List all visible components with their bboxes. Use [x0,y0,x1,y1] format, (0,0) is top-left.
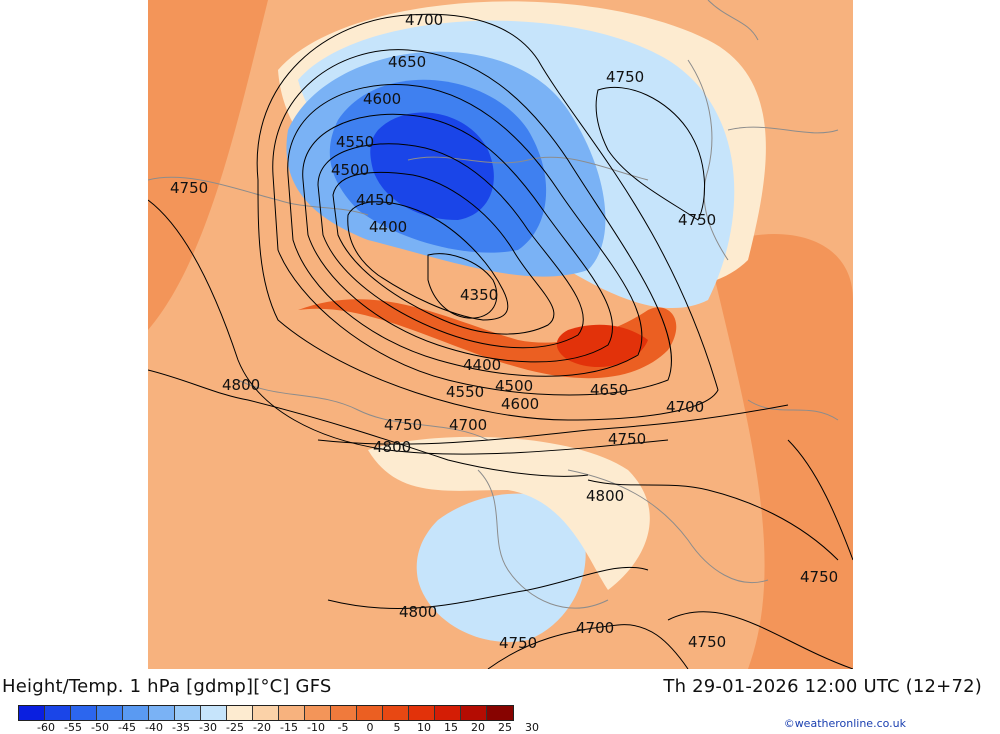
weather-map: 4700 4650 4600 4550 4500 4450 4400 4350 … [148,0,853,669]
legend-swatch [123,706,149,720]
contour-label: 4750 [499,634,537,652]
contour-label: 4700 [449,416,487,434]
contour-labels: 4700 4650 4600 4550 4500 4450 4400 4350 … [170,11,838,652]
contour-label: 4700 [405,11,443,29]
coastlines [148,0,839,609]
contour-label: 4600 [501,395,539,413]
legend-swatch [279,706,305,720]
contour-label: 4750 [800,568,838,586]
contour-label: 4650 [388,53,426,71]
legend-swatch [487,706,513,720]
legend-tick-label: -25 [226,721,244,734]
legend-tick-label: -40 [145,721,163,734]
temp-zone-west [148,0,268,330]
contour-label: 4350 [460,286,498,304]
legend-tick-label: -45 [118,721,136,734]
contour-label: 4450 [356,191,394,209]
height-contours [148,13,853,669]
contour-label: 4400 [369,218,407,236]
contour-label: 4750 [384,416,422,434]
legend-swatch [253,706,279,720]
legend-tick-label: -20 [253,721,271,734]
legend-swatch [461,706,487,720]
contour-label: 4500 [495,377,533,395]
contour-label: 4800 [373,438,411,456]
color-legend [18,705,514,721]
contour-label: 4750 [606,68,644,86]
temp-zone-southcream [368,436,650,590]
legend-swatch [435,706,461,720]
contour-label: 4800 [399,603,437,621]
valid-time: Th 29-01-2026 12:00 UTC (12+72) [663,676,982,697]
contour-label: 4750 [688,633,726,651]
contour-label: 4400 [463,356,501,374]
legend-swatch [201,706,227,720]
legend-swatch [45,706,71,720]
contour-label: 4750 [608,430,646,448]
legend-swatch [227,706,253,720]
legend-swatch [71,706,97,720]
contour-label: 4650 [590,381,628,399]
legend-tick-label: 30 [525,721,539,734]
legend-tick-label: 25 [498,721,512,734]
contour-label: 4500 [331,161,369,179]
legend-swatch [305,706,331,720]
legend-tick-label: -55 [64,721,82,734]
legend-tick-label: 15 [444,721,458,734]
contour-label: 4700 [666,398,704,416]
legend-tick-label: 20 [471,721,485,734]
legend-tick-label: -15 [280,721,298,734]
contour-label: 4750 [170,179,208,197]
legend-tick-label: 10 [417,721,431,734]
legend-swatch [383,706,409,720]
contour-label: 4700 [576,619,614,637]
credit-link[interactable]: ©weatheronline.co.uk [783,717,906,730]
legend-tick-label: -50 [91,721,109,734]
legend-swatch [19,706,45,720]
legend-swatch [331,706,357,720]
contour-label: 4550 [446,383,484,401]
legend-swatch [357,706,383,720]
legend-ticks: -60 -55 -50 -45 -40 -35 -30 -25 -20 -15 -10 -5 0 5 10 1… [18,721,578,734]
legend-swatch [149,706,175,720]
temp-zone-east [708,234,853,669]
map-title: Height/Temp. 1 hPa [gdmp][°C] GFS [2,676,332,697]
legend-tick-label: -5 [337,721,349,734]
legend-tick-label: -30 [199,721,217,734]
legend-tick-label: -35 [172,721,190,734]
legend-tick-label: -10 [307,721,325,734]
legend-tick-label: 0 [366,721,374,734]
contour-label: 4800 [222,376,260,394]
legend-tick-label: -60 [37,721,55,734]
contour-label: 4550 [336,133,374,151]
temp-zone-deepblue [370,112,494,220]
contour-label: 4750 [678,211,716,229]
contour-label: 4800 [586,487,624,505]
contour-label: 4600 [363,90,401,108]
temp-zone-southblue [416,493,586,642]
legend-swatch [97,706,123,720]
legend-tick-label: 5 [393,721,401,734]
legend-swatch [409,706,435,720]
legend-swatch [175,706,201,720]
